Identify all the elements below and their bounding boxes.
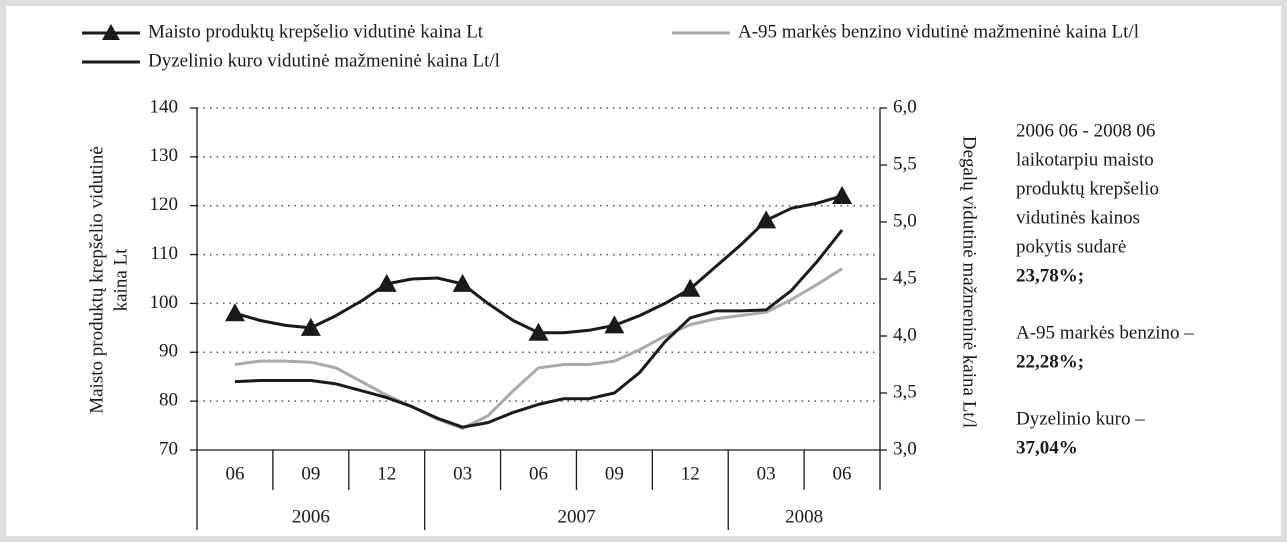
y2-tick-label: 5,0 xyxy=(893,210,917,231)
x-tick-label: 12 xyxy=(377,463,396,484)
legend-label: Dyzelinio kuro vidutinė mažmeninė kaina … xyxy=(148,50,500,71)
annotation-line: 23,78%; xyxy=(1016,265,1084,286)
marker xyxy=(376,273,397,292)
year-label: 2007 xyxy=(557,506,595,527)
annotation-line: pokytis sudarė xyxy=(1016,236,1126,257)
y-tick-label: 80 xyxy=(159,390,178,411)
y-tick-label: 120 xyxy=(150,194,179,215)
marker xyxy=(528,322,549,341)
legend-label: A-95 markės benzino vidutinė mažmeninė k… xyxy=(738,21,1139,42)
y2-tick-label: 4,0 xyxy=(893,324,917,345)
x-tick-label: 03 xyxy=(757,463,776,484)
x-tick-label: 03 xyxy=(453,463,472,484)
legend-marker xyxy=(102,24,120,40)
y-tick-label: 100 xyxy=(150,292,179,313)
marker xyxy=(680,278,701,297)
year-label: 2006 xyxy=(292,506,330,527)
y-tick-label: 90 xyxy=(159,341,178,362)
legend-label: Maisto produktų krepšelio vidutinė kaina… xyxy=(148,21,484,42)
annotation-line: 22,28%; xyxy=(1016,351,1084,372)
series-line xyxy=(234,229,844,429)
x-tick-label: 09 xyxy=(605,463,624,484)
y-axis-title: kaina Lt xyxy=(110,248,131,312)
annotation-line: A-95 markės benzino – xyxy=(1016,322,1194,343)
annotation-line: Dyzelinio kuro – xyxy=(1016,408,1145,429)
year-label: 2008 xyxy=(785,506,823,527)
annotation-line: 37,04% xyxy=(1016,437,1078,458)
marker xyxy=(832,185,853,204)
y-tick-label: 70 xyxy=(159,438,178,459)
y2-axis-title: Degalų vidutinė mažmeninė kaina Lt/l xyxy=(959,136,980,428)
y-tick-label: 110 xyxy=(150,243,178,264)
x-tick-label: 09 xyxy=(301,463,320,484)
y2-tick-label: 4,5 xyxy=(893,267,917,288)
y2-tick-label: 5,5 xyxy=(893,153,917,174)
marker xyxy=(756,210,777,229)
annotation-line: produktų krepšelio xyxy=(1016,178,1159,199)
y2-tick-label: 3,5 xyxy=(893,381,917,402)
marker xyxy=(604,315,625,334)
y2-tick-label: 6,0 xyxy=(893,96,917,117)
y-tick-label: 130 xyxy=(150,145,179,166)
x-tick-label: 06 xyxy=(529,463,548,484)
y2-tick-label: 3,0 xyxy=(893,438,917,459)
annotation-line: laikotarpiu maisto xyxy=(1016,149,1154,170)
series-line xyxy=(234,267,843,430)
x-tick-label: 12 xyxy=(681,463,700,484)
marker xyxy=(300,317,321,336)
x-tick-label: 06 xyxy=(833,463,852,484)
y-tick-label: 140 xyxy=(150,96,179,117)
x-tick-label: 06 xyxy=(225,463,244,484)
annotation-line: 2006 06 - 2008 06 xyxy=(1016,120,1155,141)
y-axis-title: Maisto produktų krepšelio vidutinė xyxy=(86,146,107,414)
marker xyxy=(224,303,245,322)
annotation-line: vidutinės kainos xyxy=(1016,207,1140,228)
marker xyxy=(452,273,473,292)
